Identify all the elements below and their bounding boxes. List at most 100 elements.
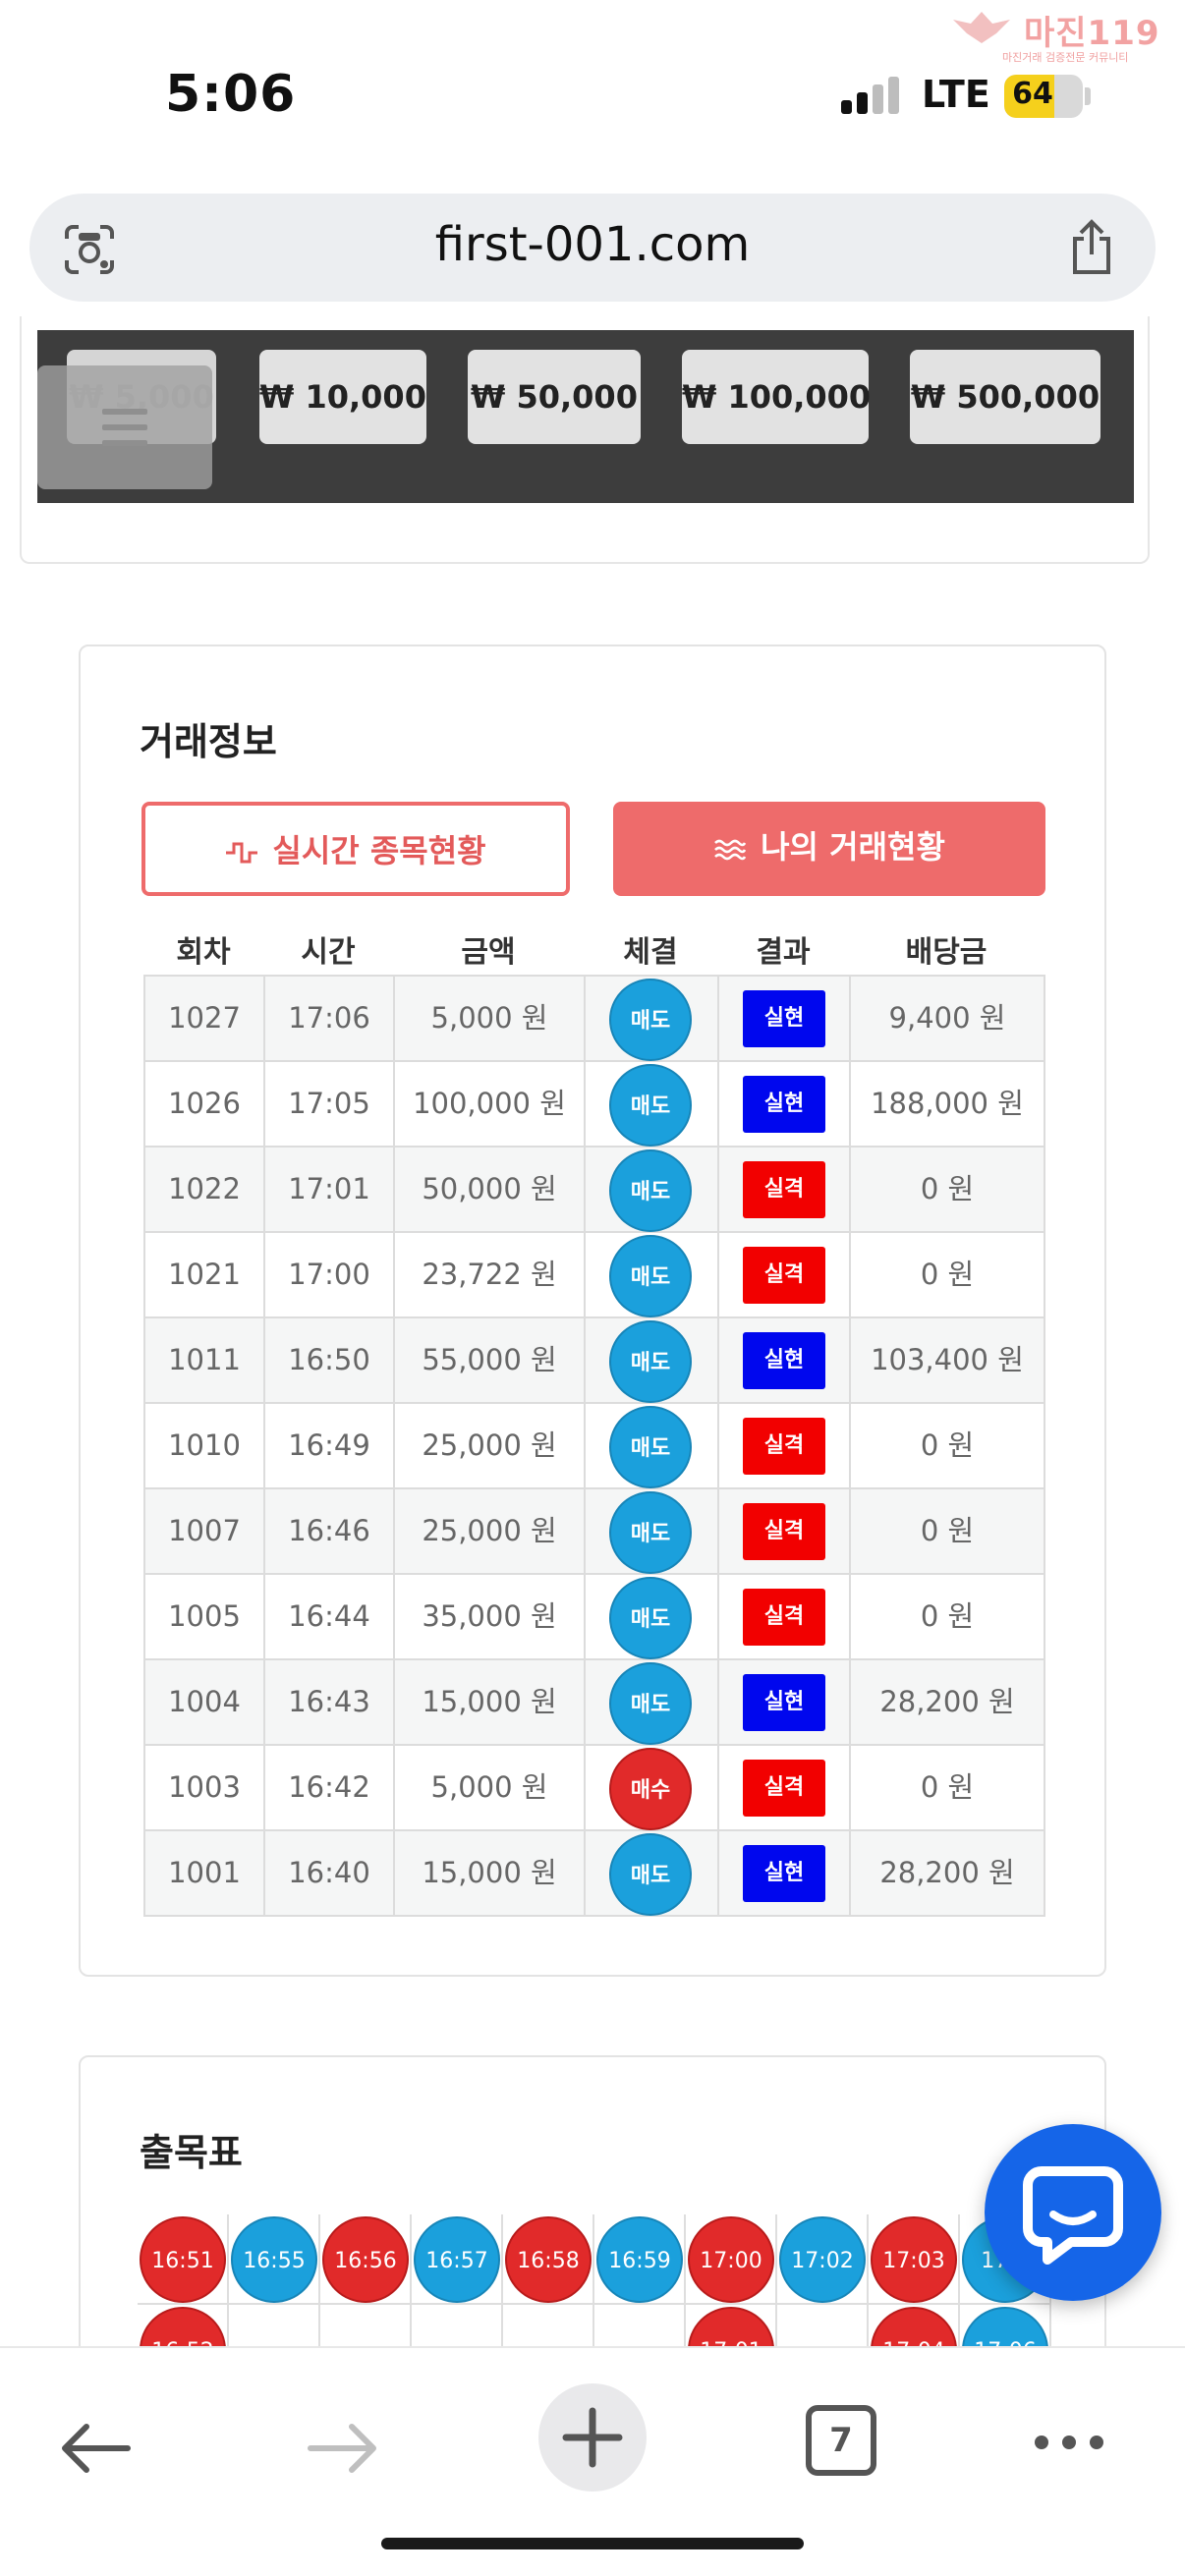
result-cell: 실현: [719, 1660, 851, 1744]
time-cell: 16:43: [265, 1660, 395, 1744]
trade-row: 1003 16:42 5,000 원 매수 실격 0 원: [145, 1746, 1045, 1831]
trade-cell: 매도: [586, 1233, 719, 1317]
trade-row: 1022 17:01 50,000 원 매도 실격 0 원: [145, 1148, 1045, 1233]
trade-row: 1027 17:06 5,000 원 매도 실현 9,400 원: [145, 977, 1045, 1062]
round-cell: 1011: [145, 1318, 265, 1402]
payout-cell: 103,400 원: [851, 1318, 1045, 1402]
result-badge: 실격: [743, 1760, 825, 1817]
more-menu-icon[interactable]: [1032, 2431, 1106, 2454]
outcome-marker: 17:02: [779, 2216, 866, 2303]
trade-cell: 매도: [586, 1660, 719, 1745]
hamburger-icon: [102, 440, 147, 446]
column-header-result: 결과: [756, 935, 811, 970]
watermark-subtitle: 마진거래 검증전문 커뮤니티: [1002, 51, 1129, 64]
column-header-payout: 배당금: [905, 935, 988, 970]
trade-type-badge: 매도: [609, 1320, 692, 1403]
watermark: 마진119 마진거래 검증전문 커뮤니티: [943, 6, 1179, 65]
payout-cell: 0 원: [851, 1233, 1045, 1316]
time-cell: 17:06: [265, 977, 395, 1060]
cellular-signal-icon: [841, 77, 904, 114]
result-badge: 실격: [743, 1161, 825, 1218]
time-cell: 16:46: [265, 1489, 395, 1573]
result-badge: 실격: [743, 1503, 825, 1560]
trade-cell: 매도: [586, 1062, 719, 1147]
lens-search-icon[interactable]: [63, 223, 116, 276]
battery-fill: [1004, 75, 1055, 118]
round-cell: 1027: [145, 977, 265, 1060]
url-text[interactable]: first-001.com: [434, 217, 751, 272]
result-badge: 실격: [743, 1247, 825, 1304]
payout-cell: 0 원: [851, 1148, 1045, 1231]
payout-cell: 0 원: [851, 1404, 1045, 1487]
tab-switcher-button[interactable]: 7: [806, 2405, 876, 2476]
address-bar[interactable]: first-001.com: [29, 194, 1156, 302]
result-cell: 실격: [719, 1148, 851, 1231]
result-cell: 실현: [719, 1318, 851, 1402]
trade-row: 1010 16:49 25,000 원 매도 실격 0 원: [145, 1404, 1045, 1489]
outcome-grid-cell: 16:51: [138, 2214, 229, 2305]
trade-cell: 매도: [586, 1489, 719, 1574]
result-cell: 실현: [719, 977, 851, 1060]
result-cell: 실현: [719, 1062, 851, 1146]
time-cell: 16:40: [265, 1831, 395, 1915]
home-indicator: [381, 2538, 804, 2549]
result-badge: 실격: [743, 1589, 825, 1646]
result-cell: 실격: [719, 1575, 851, 1658]
amount-button-50000[interactable]: ₩ 50,000: [468, 350, 641, 444]
outcome-chart-title: 출목표: [140, 2131, 243, 2174]
outcome-grid-cell: 17:03: [869, 2214, 960, 2305]
battery-icon: 64: [1004, 75, 1083, 118]
outcome-grid-cell: 16:57: [412, 2214, 503, 2305]
column-header-round: 회차: [176, 935, 231, 970]
round-cell: 1026: [145, 1062, 265, 1146]
column-header-amount: 금액: [461, 935, 516, 970]
trade-row: 1007 16:46 25,000 원 매도 실격 0 원: [145, 1489, 1045, 1575]
chat-button[interactable]: [985, 2124, 1161, 2301]
trade-cell: 매도: [586, 1318, 719, 1403]
outcome-marker: 16:59: [596, 2216, 683, 2303]
waves-icon: [714, 839, 747, 861]
trade-row: 1005 16:44 35,000 원 매도 실격 0 원: [145, 1575, 1045, 1660]
tab-my-trades[interactable]: 나의 거래현황: [613, 802, 1045, 896]
tab-live-label: 실시간 종목현황: [272, 832, 486, 869]
result-cell: 실격: [719, 1746, 851, 1829]
outcome-grid-cell: 16:58: [503, 2214, 594, 2305]
new-tab-button[interactable]: [538, 2383, 647, 2492]
round-cell: 1007: [145, 1489, 265, 1573]
outcome-grid-row: 16:51 16:55 16:56 16:57 16:58 16:59 17:00 17:02…: [138, 2214, 1051, 2305]
outcome-marker: 16:56: [322, 2216, 409, 2303]
time-cell: 16:49: [265, 1404, 395, 1487]
menu-hamburger-button[interactable]: [37, 365, 212, 489]
time-cell: 17:00: [265, 1233, 395, 1316]
result-badge: 실현: [743, 1674, 825, 1731]
trade-cell: 매도: [586, 977, 719, 1061]
tab-live-status[interactable]: 실시간 종목현황: [141, 802, 570, 896]
outcome-grid-cell: 16:59: [594, 2214, 686, 2305]
share-icon[interactable]: [1067, 219, 1116, 276]
payout-cell: 188,000 원: [851, 1062, 1045, 1146]
time-cell: 16:44: [265, 1575, 395, 1658]
trade-row: 1021 17:00 23,722 원 매도 실격 0 원: [145, 1233, 1045, 1318]
amount-cell: 55,000 원: [395, 1318, 586, 1402]
amount-button-100000[interactable]: ₩ 100,000: [682, 350, 871, 444]
amount-button-500000[interactable]: ₩ 500,000: [910, 350, 1100, 444]
round-cell: 1010: [145, 1404, 265, 1487]
forward-arrow-icon[interactable]: [307, 2421, 379, 2476]
status-bar: 5:06 LTE 64 마진119 마진거래 검증전문 커뮤니티: [0, 0, 1185, 167]
round-cell: 1001: [145, 1831, 265, 1915]
trade-row: 1001 16:40 15,000 원 매도 실현 28,200 원: [145, 1831, 1045, 1917]
back-arrow-icon[interactable]: [59, 2421, 132, 2476]
trade-cell: 매도: [586, 1831, 719, 1916]
payout-cell: 0 원: [851, 1489, 1045, 1573]
trade-type-badge: 매도: [609, 1577, 692, 1659]
amount-cell: 15,000 원: [395, 1660, 586, 1744]
trade-type-badge: 매도: [609, 1064, 692, 1147]
outcome-grid-cell: 17:00: [686, 2214, 777, 2305]
status-time: 5:06: [165, 65, 297, 124]
outcome-marker: 16:51: [140, 2216, 226, 2303]
amount-cell: 35,000 원: [395, 1575, 586, 1658]
battery-nub: [1085, 87, 1091, 105]
amount-button-10000[interactable]: ₩ 10,000: [259, 350, 426, 444]
trade-row: 1004 16:43 15,000 원 매도 실현 28,200 원: [145, 1660, 1045, 1746]
amount-cell: 25,000 원: [395, 1404, 586, 1487]
